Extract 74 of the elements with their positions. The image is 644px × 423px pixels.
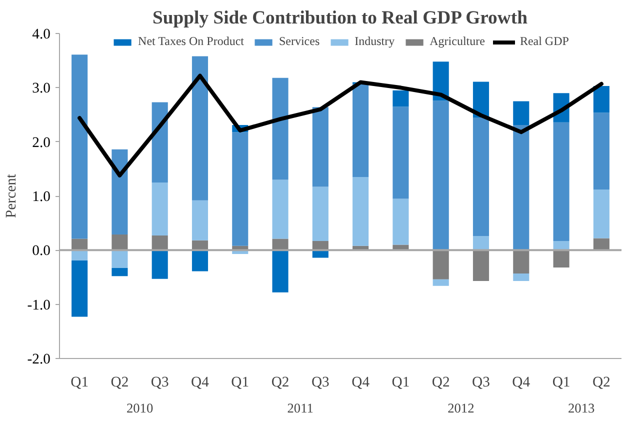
bar: [272, 250, 288, 292]
bar: [432, 100, 449, 250]
bar: [152, 102, 168, 182]
x-tick-label: Q2: [432, 374, 450, 390]
legend-label: Industry: [354, 34, 395, 49]
x-tick-label: Q4: [512, 374, 531, 390]
bar: [392, 90, 409, 107]
bar: [472, 117, 490, 236]
y-tick-label: 3.0: [32, 80, 51, 97]
text: 2013: [568, 400, 596, 416]
bar: [392, 106, 409, 199]
bar: [152, 250, 168, 279]
y-axis-title: Percent: [3, 174, 20, 218]
legend-label: Services: [278, 34, 320, 49]
y-tick-label: 0.0: [32, 243, 51, 260]
y-tick-label: -2.0: [27, 352, 50, 368]
x-tick-label: Q1: [231, 374, 250, 390]
bar: [553, 122, 570, 241]
x-tick-label: Q2: [271, 374, 290, 390]
x-tick-label: Q1: [552, 374, 570, 390]
text: 2011: [287, 400, 314, 416]
bar: [472, 250, 490, 282]
bar: [392, 198, 409, 245]
bar: [192, 56, 208, 200]
bar: [192, 200, 208, 240]
bar: [352, 177, 369, 246]
bar: [513, 125, 530, 250]
bar: [192, 250, 208, 272]
line-series: [78, 74, 604, 178]
x-tick-label: Q4: [352, 374, 370, 390]
x-tick-label: Q1: [392, 374, 410, 390]
chart-title: Supply Side Contribution to Real GDP Growth: [152, 8, 528, 28]
bar: [312, 250, 328, 258]
legend-label: Agriculture: [430, 34, 485, 49]
bar: [112, 268, 128, 276]
legend-label: Real GDP: [520, 34, 569, 49]
bar: [72, 250, 88, 260]
y-tick-label: -1.0: [27, 297, 50, 314]
x-tick-label: Q2: [592, 374, 610, 390]
bar: [352, 84, 369, 178]
x-tick-label: Q2: [110, 374, 129, 390]
bar: [272, 180, 288, 239]
y-tick-label: 2.0: [32, 134, 51, 151]
bar: [152, 236, 168, 250]
bar: [72, 260, 88, 317]
bar: [593, 190, 610, 238]
bar: [112, 250, 128, 268]
x-tick-label: Q3: [311, 374, 330, 390]
bar: [432, 250, 449, 280]
bar: [312, 186, 328, 241]
bar: [513, 101, 530, 126]
bar: [513, 250, 530, 274]
y-tick-label: 4.0: [32, 26, 51, 42]
bar: [232, 132, 248, 246]
bar: [593, 86, 610, 113]
text: 2010: [126, 400, 154, 416]
bar: [152, 182, 168, 236]
bar: [432, 279, 449, 286]
text: 2012: [448, 400, 474, 416]
bar: [72, 54, 88, 239]
bar: [112, 149, 128, 234]
x-tick-label: Q1: [70, 374, 89, 390]
bar: [593, 112, 610, 190]
legend-label: Net Taxes On Product: [138, 34, 244, 49]
x-tick-label: Q3: [150, 374, 169, 390]
bar: [553, 250, 570, 268]
bar: [513, 273, 530, 282]
bar: [472, 236, 490, 250]
bar: [272, 78, 288, 180]
x-tick-label: Q3: [472, 374, 490, 390]
bar: [312, 107, 328, 187]
x-tick-label: Q4: [191, 374, 210, 390]
bar: [112, 234, 128, 250]
y-tick-label: 1.0: [32, 189, 51, 205]
